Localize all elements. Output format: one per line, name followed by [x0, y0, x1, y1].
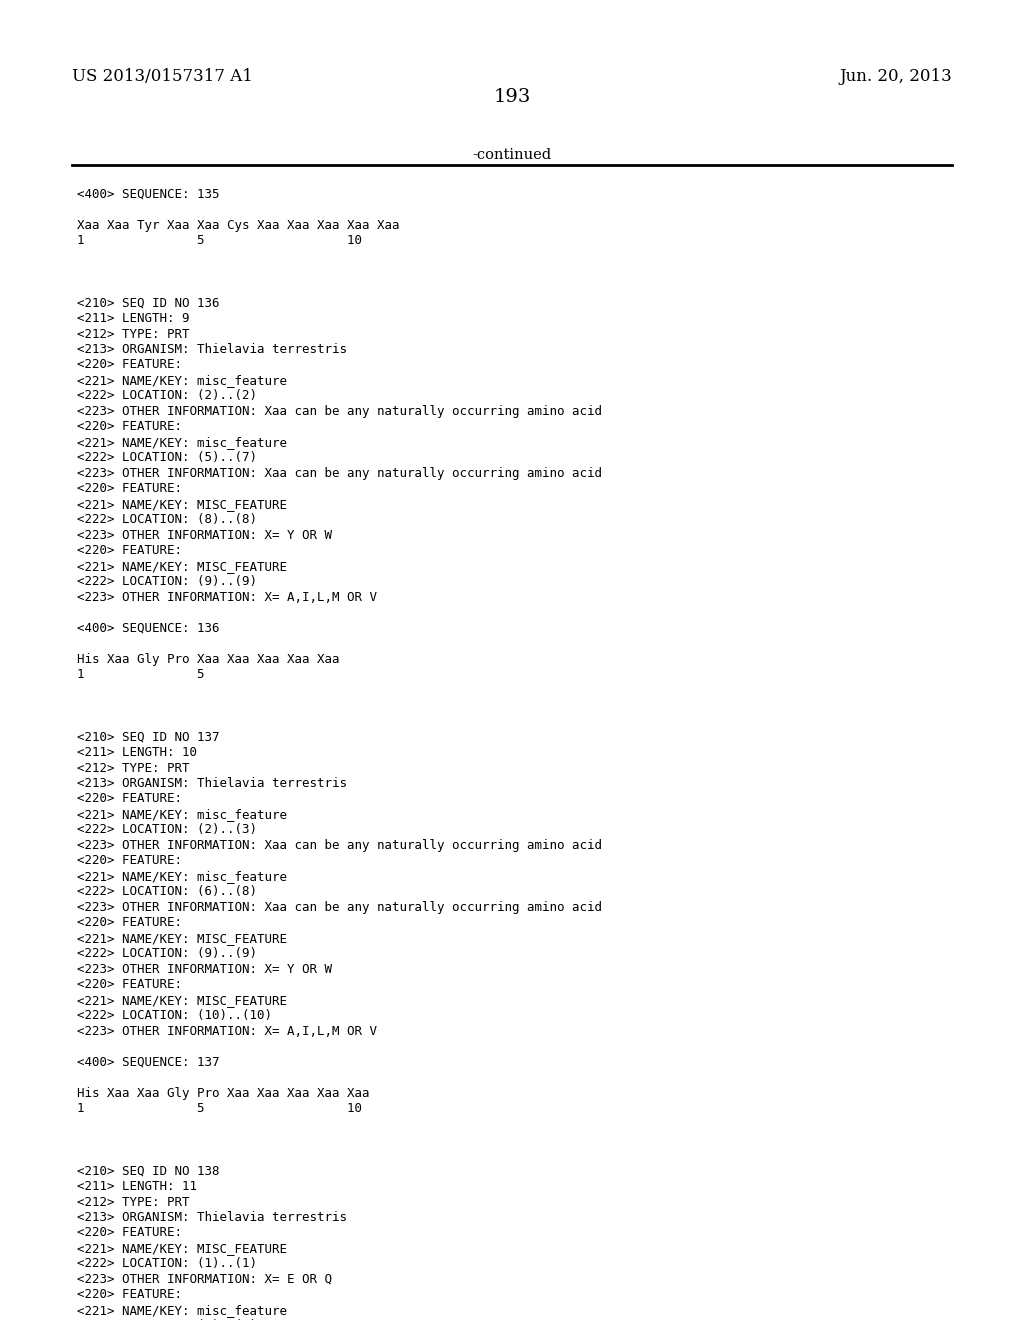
Text: <400> SEQUENCE: 137: <400> SEQUENCE: 137	[77, 1056, 219, 1069]
Text: <220> FEATURE:: <220> FEATURE:	[77, 792, 182, 805]
Text: <222> LOCATION: (8)..(8): <222> LOCATION: (8)..(8)	[77, 513, 257, 527]
Text: <223> OTHER INFORMATION: Xaa can be any naturally occurring amino acid: <223> OTHER INFORMATION: Xaa can be any …	[77, 840, 602, 851]
Text: <222> LOCATION: (9)..(9): <222> LOCATION: (9)..(9)	[77, 948, 257, 961]
Text: <221> NAME/KEY: MISC_FEATURE: <221> NAME/KEY: MISC_FEATURE	[77, 994, 287, 1007]
Text: <213> ORGANISM: Thielavia terrestris: <213> ORGANISM: Thielavia terrestris	[77, 1210, 347, 1224]
Text: <212> TYPE: PRT: <212> TYPE: PRT	[77, 327, 189, 341]
Text: 193: 193	[494, 88, 530, 106]
Text: <221> NAME/KEY: misc_feature: <221> NAME/KEY: misc_feature	[77, 374, 287, 387]
Text: <221> NAME/KEY: misc_feature: <221> NAME/KEY: misc_feature	[77, 870, 287, 883]
Text: <211> LENGTH: 9: <211> LENGTH: 9	[77, 312, 189, 325]
Text: <222> LOCATION: (9)..(9): <222> LOCATION: (9)..(9)	[77, 576, 257, 589]
Text: <223> OTHER INFORMATION: Xaa can be any naturally occurring amino acid: <223> OTHER INFORMATION: Xaa can be any …	[77, 405, 602, 418]
Text: <220> FEATURE:: <220> FEATURE:	[77, 421, 182, 433]
Text: <222> LOCATION: (10)..(10): <222> LOCATION: (10)..(10)	[77, 1010, 271, 1023]
Text: <222> LOCATION: (5)..(7): <222> LOCATION: (5)..(7)	[77, 451, 257, 465]
Text: His Xaa Xaa Gly Pro Xaa Xaa Xaa Xaa Xaa: His Xaa Xaa Gly Pro Xaa Xaa Xaa Xaa Xaa	[77, 1086, 370, 1100]
Text: <220> FEATURE:: <220> FEATURE:	[77, 544, 182, 557]
Text: <221> NAME/KEY: MISC_FEATURE: <221> NAME/KEY: MISC_FEATURE	[77, 1242, 287, 1255]
Text: <221> NAME/KEY: misc_feature: <221> NAME/KEY: misc_feature	[77, 1304, 287, 1317]
Text: -continued: -continued	[472, 148, 552, 162]
Text: <223> OTHER INFORMATION: X= A,I,L,M OR V: <223> OTHER INFORMATION: X= A,I,L,M OR V	[77, 1026, 377, 1038]
Text: <210> SEQ ID NO 136: <210> SEQ ID NO 136	[77, 297, 219, 309]
Text: <220> FEATURE:: <220> FEATURE:	[77, 978, 182, 991]
Text: <223> OTHER INFORMATION: X= A,I,L,M OR V: <223> OTHER INFORMATION: X= A,I,L,M OR V	[77, 591, 377, 605]
Text: <221> NAME/KEY: misc_feature: <221> NAME/KEY: misc_feature	[77, 436, 287, 449]
Text: <222> LOCATION: (6)..(8): <222> LOCATION: (6)..(8)	[77, 886, 257, 899]
Text: <223> OTHER INFORMATION: X= E OR Q: <223> OTHER INFORMATION: X= E OR Q	[77, 1272, 332, 1286]
Text: <223> OTHER INFORMATION: Xaa can be any naturally occurring amino acid: <223> OTHER INFORMATION: Xaa can be any …	[77, 902, 602, 913]
Text: <213> ORGANISM: Thielavia terrestris: <213> ORGANISM: Thielavia terrestris	[77, 777, 347, 789]
Text: <211> LENGTH: 10: <211> LENGTH: 10	[77, 746, 197, 759]
Text: <222> LOCATION: (2)..(3): <222> LOCATION: (2)..(3)	[77, 824, 257, 837]
Text: <210> SEQ ID NO 137: <210> SEQ ID NO 137	[77, 730, 219, 743]
Text: <220> FEATURE:: <220> FEATURE:	[77, 1226, 182, 1239]
Text: <221> NAME/KEY: MISC_FEATURE: <221> NAME/KEY: MISC_FEATURE	[77, 560, 287, 573]
Text: <220> FEATURE:: <220> FEATURE:	[77, 916, 182, 929]
Text: US 2013/0157317 A1: US 2013/0157317 A1	[72, 69, 253, 84]
Text: His Xaa Gly Pro Xaa Xaa Xaa Xaa Xaa: His Xaa Gly Pro Xaa Xaa Xaa Xaa Xaa	[77, 653, 339, 667]
Text: <212> TYPE: PRT: <212> TYPE: PRT	[77, 762, 189, 775]
Text: 1               5: 1 5	[77, 668, 205, 681]
Text: 1               5                   10: 1 5 10	[77, 1102, 361, 1115]
Text: 1               5                   10: 1 5 10	[77, 235, 361, 248]
Text: Jun. 20, 2013: Jun. 20, 2013	[840, 69, 952, 84]
Text: <220> FEATURE:: <220> FEATURE:	[77, 854, 182, 867]
Text: <400> SEQUENCE: 135: <400> SEQUENCE: 135	[77, 187, 219, 201]
Text: <220> FEATURE:: <220> FEATURE:	[77, 1288, 182, 1302]
Text: <211> LENGTH: 11: <211> LENGTH: 11	[77, 1180, 197, 1193]
Text: <212> TYPE: PRT: <212> TYPE: PRT	[77, 1196, 189, 1209]
Text: <223> OTHER INFORMATION: Xaa can be any naturally occurring amino acid: <223> OTHER INFORMATION: Xaa can be any …	[77, 467, 602, 480]
Text: <220> FEATURE:: <220> FEATURE:	[77, 359, 182, 371]
Text: <223> OTHER INFORMATION: X= Y OR W: <223> OTHER INFORMATION: X= Y OR W	[77, 529, 332, 543]
Text: Xaa Xaa Tyr Xaa Xaa Cys Xaa Xaa Xaa Xaa Xaa: Xaa Xaa Tyr Xaa Xaa Cys Xaa Xaa Xaa Xaa …	[77, 219, 399, 232]
Text: <220> FEATURE:: <220> FEATURE:	[77, 483, 182, 495]
Text: <221> NAME/KEY: misc_feature: <221> NAME/KEY: misc_feature	[77, 808, 287, 821]
Text: <213> ORGANISM: Thielavia terrestris: <213> ORGANISM: Thielavia terrestris	[77, 343, 347, 356]
Text: <221> NAME/KEY: MISC_FEATURE: <221> NAME/KEY: MISC_FEATURE	[77, 932, 287, 945]
Text: <221> NAME/KEY: MISC_FEATURE: <221> NAME/KEY: MISC_FEATURE	[77, 498, 287, 511]
Text: <222> LOCATION: (2)..(2): <222> LOCATION: (2)..(2)	[77, 389, 257, 403]
Text: <400> SEQUENCE: 136: <400> SEQUENCE: 136	[77, 622, 219, 635]
Text: <223> OTHER INFORMATION: X= Y OR W: <223> OTHER INFORMATION: X= Y OR W	[77, 964, 332, 975]
Text: <210> SEQ ID NO 138: <210> SEQ ID NO 138	[77, 1164, 219, 1177]
Text: <222> LOCATION: (1)..(1): <222> LOCATION: (1)..(1)	[77, 1258, 257, 1270]
